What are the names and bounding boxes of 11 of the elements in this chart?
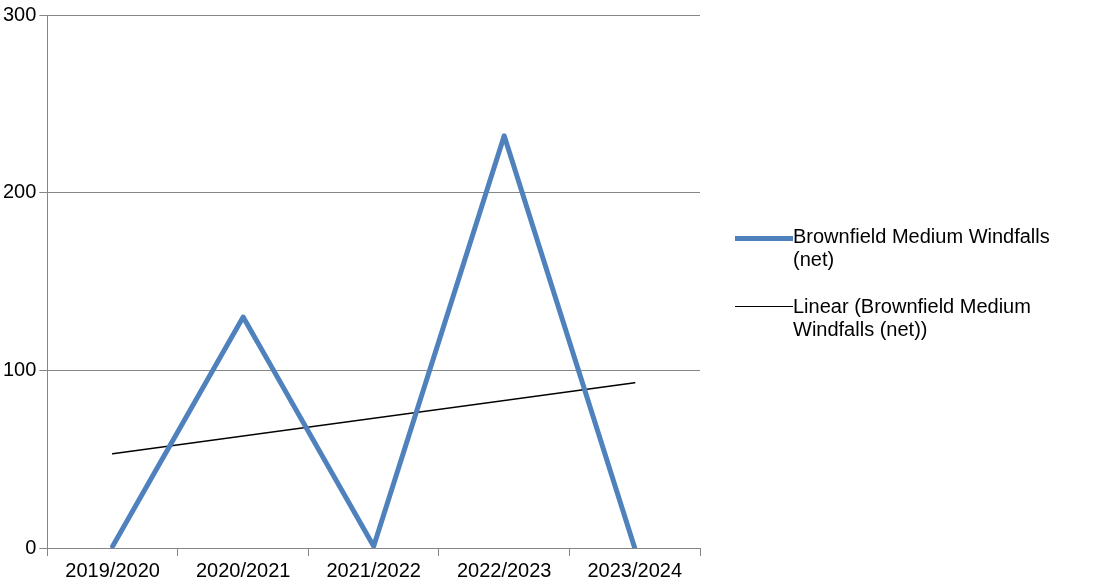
- y-tick-label: 100: [2, 357, 37, 380]
- x-tick-label: 2019/2020: [65, 558, 160, 581]
- x-tick-label: 2021/2022: [326, 558, 421, 581]
- x-tick-label: 2020/2021: [195, 558, 291, 581]
- y-tick-label: 0: [25, 535, 37, 558]
- y-tick-label: 300: [2, 2, 37, 25]
- legend-label: Linear (Brownfield Medium Windfalls (net)): [793, 295, 1032, 341]
- y-tick-label: 200: [2, 180, 37, 203]
- x-tick-label: 2022/2023: [456, 558, 552, 581]
- legend-label: Brownfield Medium Windfalls (net): [793, 225, 1051, 271]
- x-tick-label: 2023/2024: [587, 558, 683, 581]
